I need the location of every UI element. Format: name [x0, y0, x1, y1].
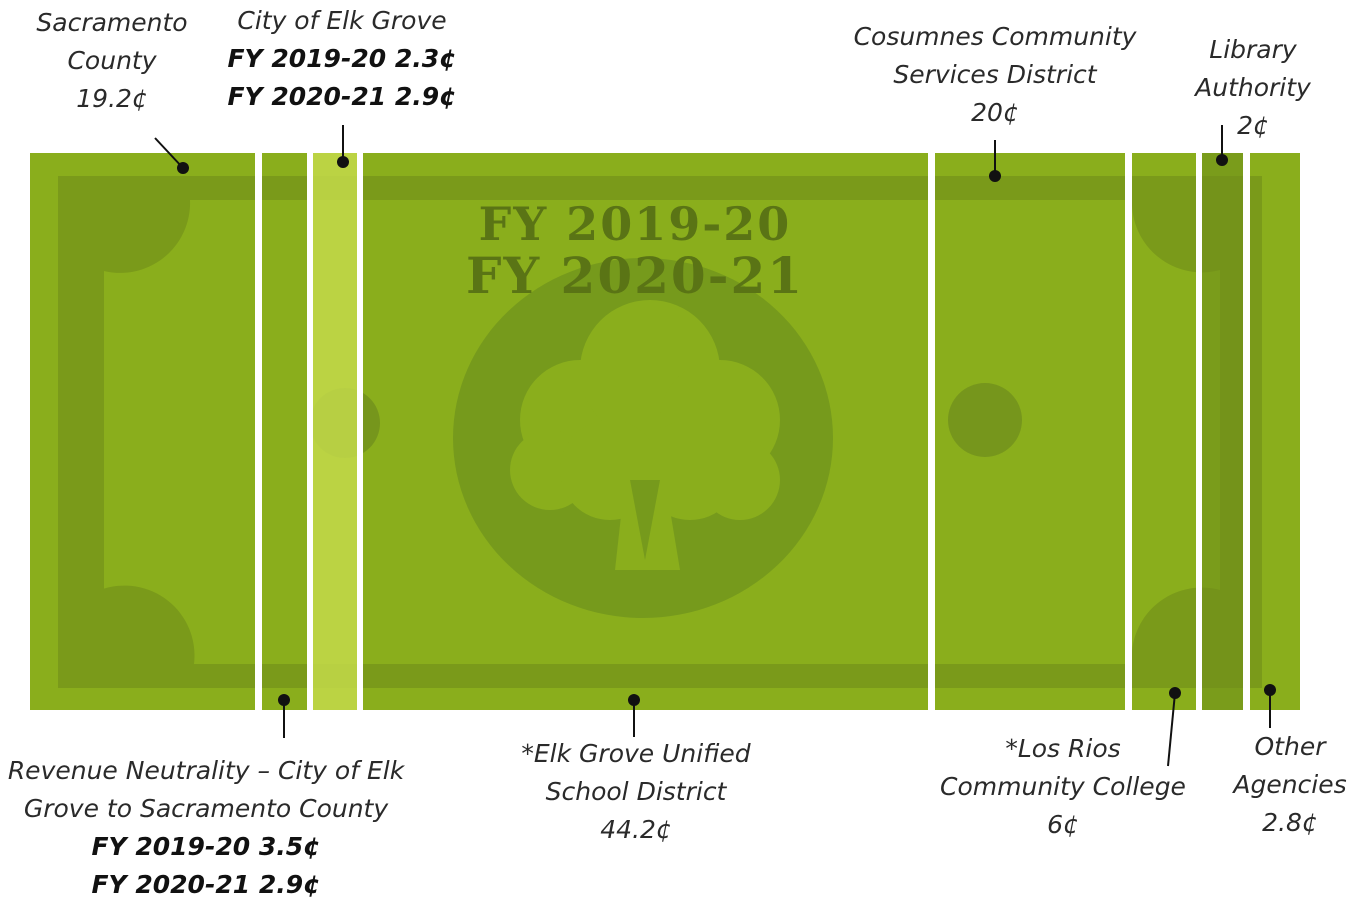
label-text: Agencies: [1231, 770, 1346, 799]
leader-line: [154, 137, 184, 169]
leader-dot: [1169, 687, 1181, 699]
label-text: Revenue Neutrality – City of Elk: [8, 756, 406, 785]
leader-dot: [337, 156, 349, 168]
label-bold-text: FY 2020-21 2.9¢: [227, 82, 456, 111]
label-text: Authority: [1193, 73, 1312, 102]
leader-dot: [1216, 154, 1228, 166]
label-bold-text: FY 2020-21 2.9¢: [91, 870, 320, 899]
label-text: Services District: [893, 60, 1097, 89]
label-text: Sacramento: [36, 8, 187, 37]
corner: [58, 585, 195, 688]
label-text: 6¢: [1047, 810, 1079, 839]
label-bold-text: FY 2019-20 2.3¢: [227, 44, 456, 73]
label-text: Community College: [940, 772, 1186, 801]
segment-dark: [1202, 153, 1243, 710]
label-text: County: [67, 46, 157, 75]
leader-line: [1167, 692, 1176, 767]
leader-dot: [989, 170, 1001, 182]
label-text: Library: [1209, 35, 1298, 64]
label-text: School District: [546, 777, 728, 806]
label-bold-text: FY 2019-20 3.5¢: [91, 832, 320, 861]
leader-dot: [177, 162, 189, 174]
leader-dot: [628, 694, 640, 706]
label-text: Grove to Sacramento County: [24, 794, 390, 823]
label-text: City of Elk Grove: [237, 6, 446, 35]
label-text: Cosumnes Community: [854, 22, 1138, 51]
label-text: Other: [1255, 732, 1328, 761]
dollar-bill: FY 2019-20 FY 2020-21: [30, 153, 1300, 710]
bill-title: FY 2019-20: [479, 197, 792, 251]
label-text: 19.2¢: [76, 84, 148, 113]
leader-dot: [1264, 684, 1276, 696]
segment-highlight: [313, 153, 357, 710]
elk: [630, 480, 660, 560]
label-text: *Los Rios: [1005, 734, 1120, 763]
label-text: 2.8¢: [1262, 808, 1318, 837]
corner: [58, 176, 191, 273]
bill-title: FY 2020-21: [466, 246, 804, 305]
label-text: 44.2¢: [600, 815, 672, 844]
frame-edge: [100, 200, 104, 664]
bill-dot: [948, 383, 1022, 457]
label-text: 20¢: [971, 98, 1019, 127]
label-text: 2¢: [1237, 111, 1269, 140]
leader-dot: [278, 694, 290, 706]
label-text: *Elk Grove Unified: [521, 739, 750, 768]
segment-dividers: [255, 153, 1250, 710]
